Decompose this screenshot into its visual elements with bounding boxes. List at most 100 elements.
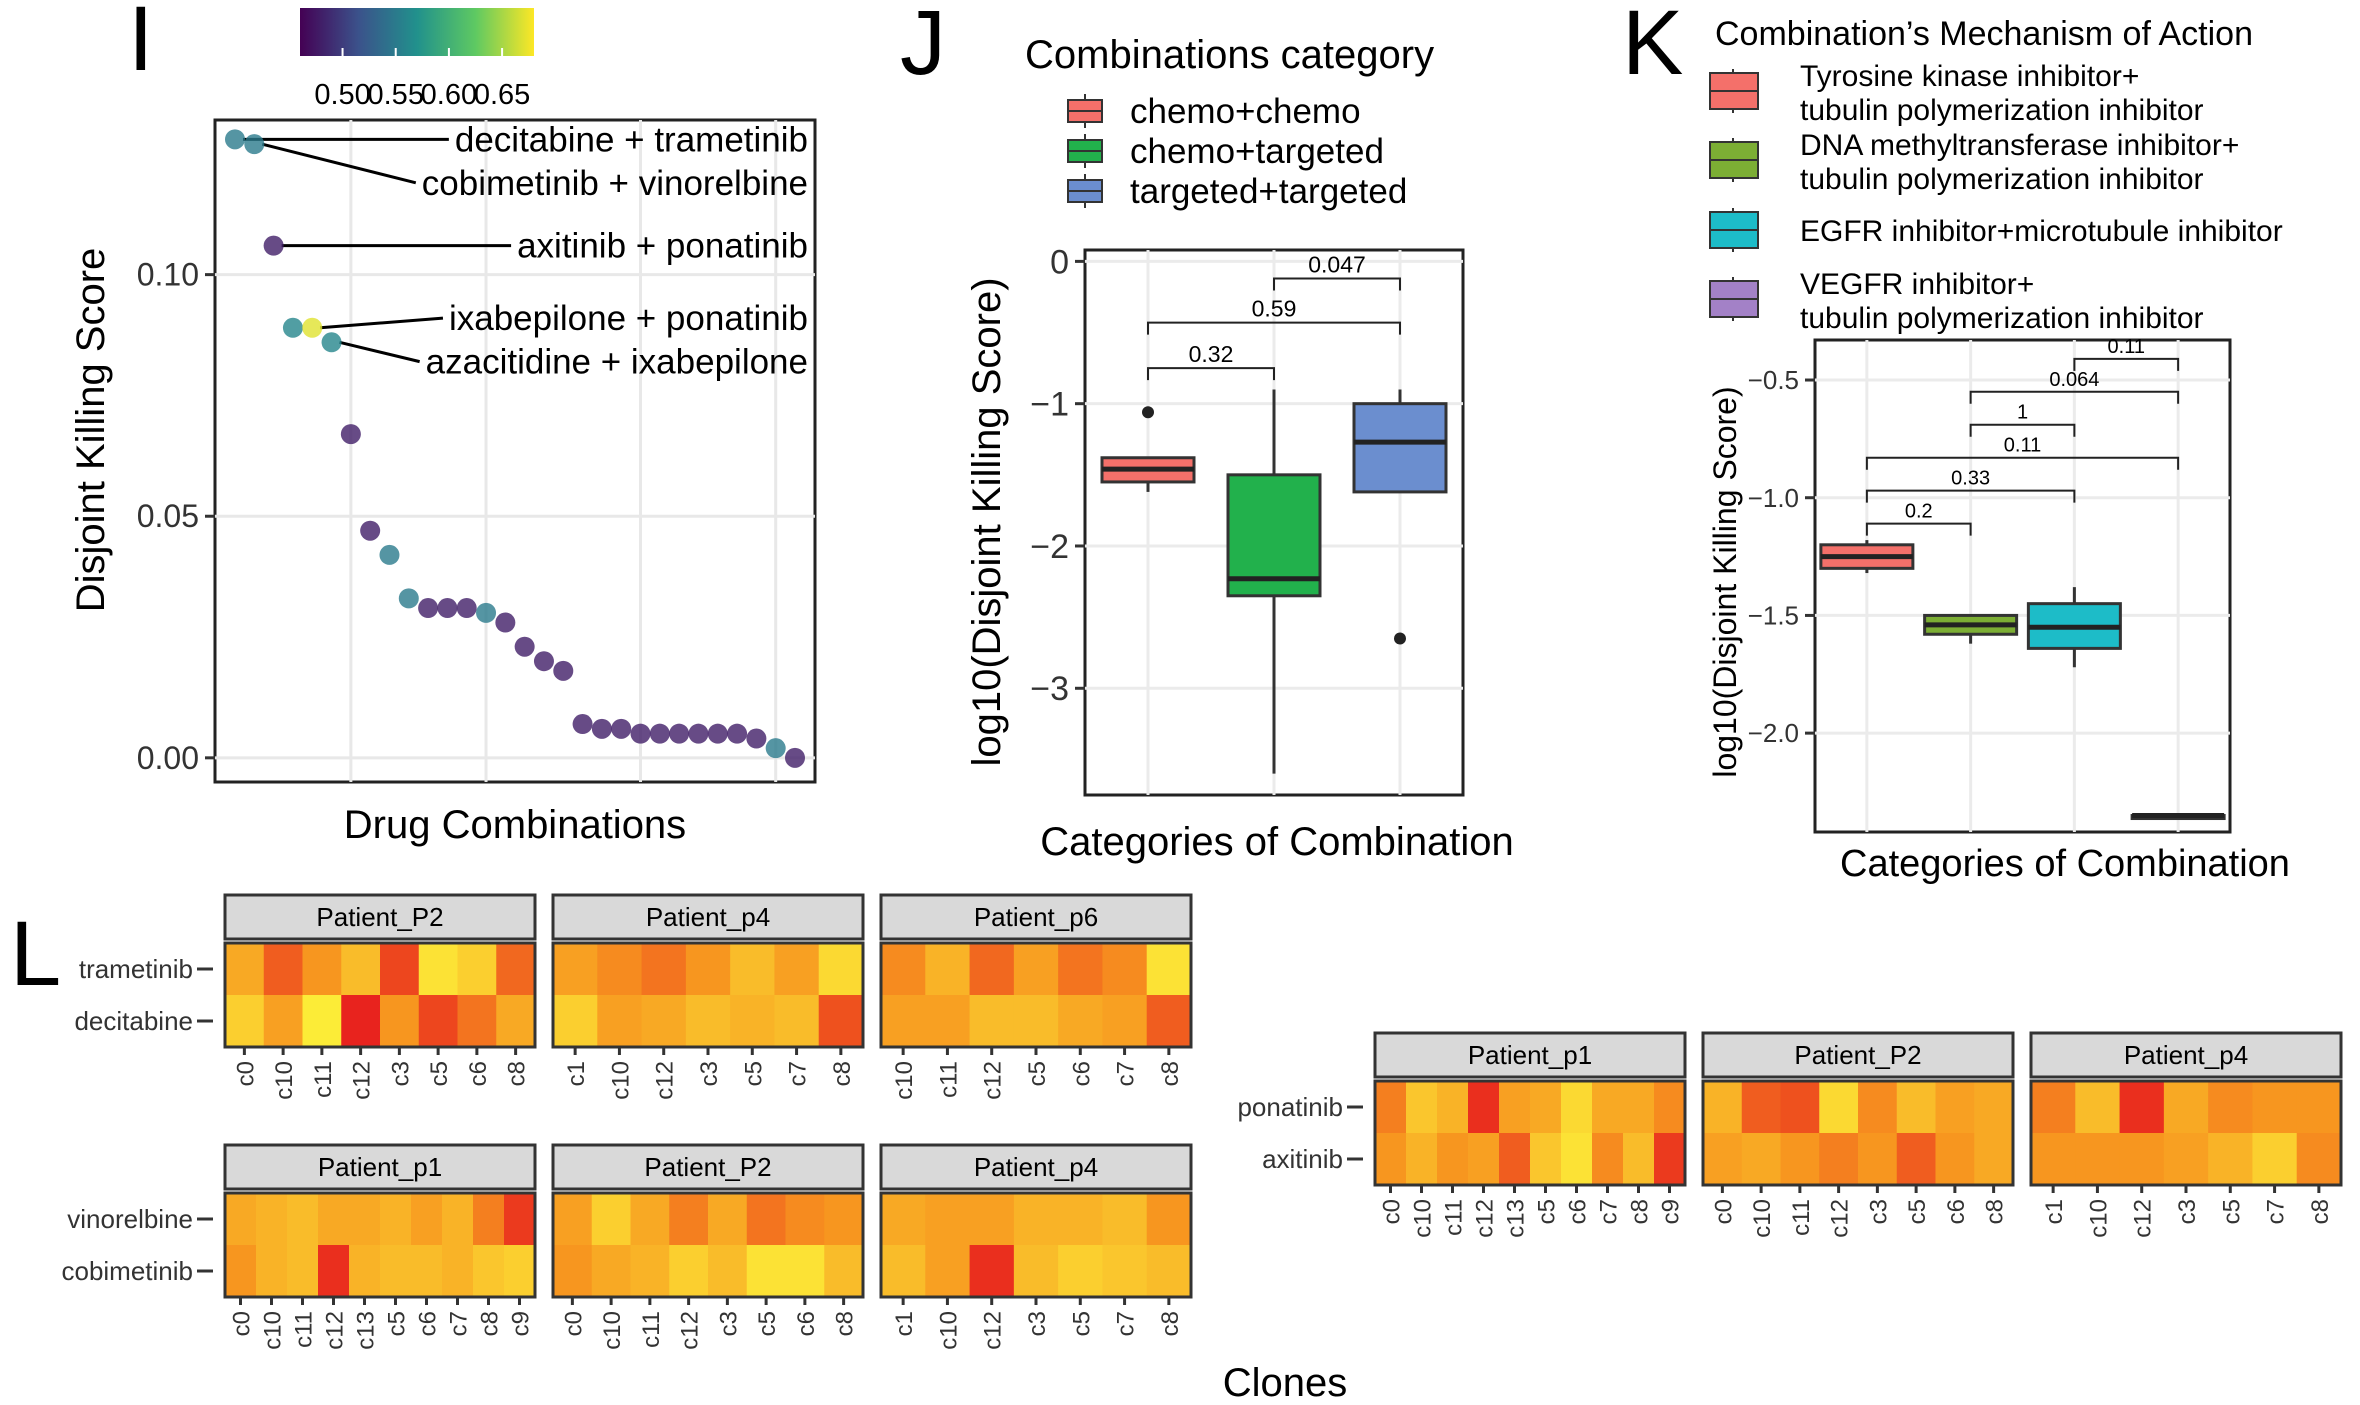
comparison-bracket	[1969, 390, 2180, 404]
clone-label: c8	[504, 1061, 531, 1086]
heatmap-cell	[1499, 1081, 1531, 1134]
clone-label: c0	[1379, 1199, 1406, 1224]
data-point	[225, 129, 245, 150]
heatmap-cell	[1703, 1081, 1743, 1134]
clone-label: c12	[349, 1061, 376, 1100]
heatmap-cell	[496, 943, 536, 996]
clone-label: c6	[1068, 1061, 1095, 1086]
heatmap-cell	[1741, 1081, 1781, 1134]
clone-label: c6	[793, 1311, 820, 1336]
data-point	[727, 723, 748, 744]
heatmap-cell	[457, 995, 497, 1048]
heatmap-cell	[669, 1193, 709, 1246]
heatmap-cell	[2119, 1081, 2165, 1134]
legend-label: VEGFR inhibitor+	[1800, 268, 2034, 301]
heatmap-cell	[881, 995, 926, 1048]
heatmap-frame	[223, 941, 537, 1049]
heatmap-cell	[1935, 1081, 1975, 1134]
comparison-bracket	[1865, 522, 1972, 536]
facet-title: Patient_p4	[2124, 1040, 2248, 1070]
heatmap-cell	[442, 1245, 474, 1298]
legend-title-k: Combination’s Mechanism of Action	[1715, 15, 2253, 53]
annotation-label: azacitidine + ixabepilone	[426, 343, 808, 382]
clone-label: c13	[1503, 1199, 1530, 1238]
y-tick-label: −0.5	[1748, 365, 1799, 395]
x-axis-title-l: Clones	[1223, 1361, 1348, 1405]
heatmap-cell	[2163, 1133, 2209, 1186]
data-point	[591, 718, 612, 739]
data-point	[669, 723, 690, 744]
heatmap-cell	[774, 995, 820, 1048]
legend-label: chemo+targeted	[1130, 132, 1384, 171]
heatmap-cell	[774, 943, 820, 996]
data-point	[553, 660, 574, 681]
x-axis-title-i: Drug Combinations	[344, 803, 686, 847]
heatmap-cell	[1741, 1133, 1781, 1186]
heatmap-cell	[302, 943, 342, 996]
x-axis-title-k: Categories of Combination	[1840, 843, 2290, 885]
clone-label: c13	[353, 1311, 380, 1350]
heatmap-cell	[225, 943, 265, 996]
heatmap-frame	[1701, 1079, 2015, 1187]
heatmap-cell	[630, 1245, 670, 1298]
heatmap-cell	[1654, 1133, 1686, 1186]
heatmap-cell	[1499, 1133, 1531, 1186]
heatmap-cell	[1561, 1133, 1593, 1186]
panel-i: 0.500.550.600.65 0.00 0.05 0.10 decitabine…	[69, 8, 817, 847]
heatmap-cell	[2119, 1133, 2165, 1186]
points-i	[225, 129, 805, 768]
panel-j: Combinations category chemo+chemochemo+t…	[965, 33, 1514, 864]
heatmap-cell	[225, 1193, 257, 1246]
facet-title: Patient_P2	[316, 902, 443, 932]
clone-label: c6	[1943, 1199, 1970, 1224]
facet-strip	[1701, 1031, 2015, 1079]
annotation-label: ixabepilone + ponatinib	[449, 299, 808, 338]
colorbar-tick-label: 0.50	[314, 79, 370, 111]
heatmap-cell	[411, 1245, 443, 1298]
y-axis-i: 0.00 0.05 0.10	[137, 257, 215, 776]
clone-label: c11	[1441, 1199, 1468, 1236]
heatmap-row-label: decitabine	[74, 1006, 193, 1036]
panel-label-l: L	[10, 903, 61, 1005]
panel-label-j: J	[900, 0, 946, 94]
legend-label: chemo+chemo	[1130, 92, 1361, 131]
clone-label: c7	[2263, 1199, 2290, 1224]
heatmap-cell	[597, 943, 643, 996]
heatmap-cell	[785, 1245, 825, 1298]
clone-label: c3	[1024, 1311, 1051, 1336]
data-point	[649, 723, 670, 744]
legend-label: tubulin polymerization inhibitor	[1800, 163, 2204, 196]
comparison-p-value: 0.11	[2004, 435, 2041, 457]
heatmap-cell	[881, 1193, 926, 1246]
clone-label: c12	[980, 1061, 1007, 1100]
data-point	[765, 738, 786, 759]
heatmap-frame	[1373, 1079, 1687, 1187]
gridlines-i	[215, 120, 815, 782]
heatmap-cell	[1468, 1133, 1500, 1186]
data-point	[746, 728, 767, 749]
heatmap-cell	[969, 1245, 1015, 1298]
heatmap-cell	[1530, 1081, 1562, 1134]
heatmap-cell	[824, 1193, 864, 1246]
annotation-label: axitinib + ponatinib	[517, 227, 808, 266]
clone-label: c8	[832, 1311, 859, 1336]
heatmap-cell	[746, 1193, 786, 1246]
facet-strip	[223, 1143, 537, 1191]
heatmap-cell	[881, 1245, 926, 1298]
heatmap-cell	[1974, 1133, 2014, 1186]
comparisons-j: 0.32 0.59 0.047	[1147, 251, 1401, 381]
heatmap-cell	[1592, 1081, 1624, 1134]
clone-label: c9	[508, 1311, 535, 1336]
heatmap-cell	[504, 1245, 536, 1298]
heatmap-frame	[223, 1191, 537, 1299]
outlier-point	[1394, 632, 1406, 645]
heatmap-frame	[551, 1191, 865, 1299]
data-point	[437, 598, 458, 619]
heatmap-row-label: ponatinib	[1237, 1092, 1343, 1122]
data-point	[418, 598, 439, 619]
clone-label: c10	[2085, 1199, 2112, 1238]
facet-strip	[551, 893, 865, 941]
comparison-p-value: 0.064	[2049, 369, 2099, 391]
heatmap-cell	[1530, 1133, 1562, 1186]
clone-label: c5	[740, 1061, 767, 1086]
